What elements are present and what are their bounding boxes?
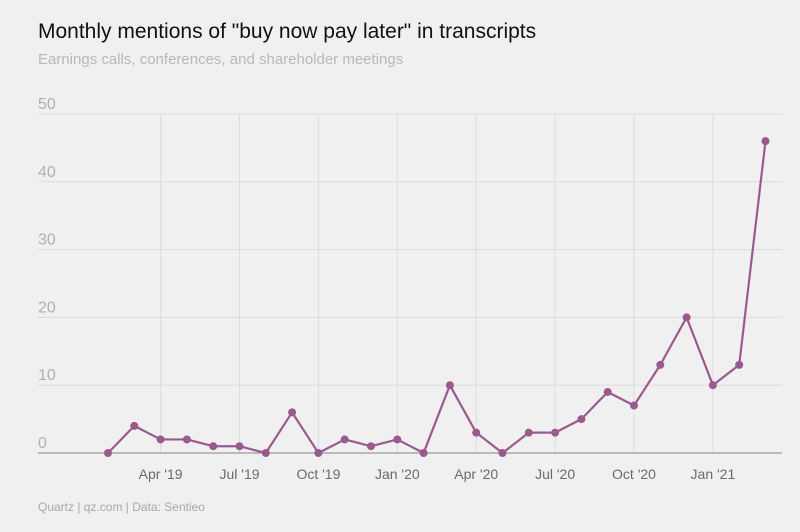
data-point: [182, 435, 191, 444]
y-tick-label: 0: [38, 435, 47, 452]
x-tick-label: Oct '19: [296, 466, 340, 482]
data-point: [130, 421, 139, 430]
data-point: [630, 401, 638, 410]
y-tick-label: 40: [38, 164, 56, 181]
series-line: [107, 140, 767, 455]
x-tick-label: Apr '19: [139, 466, 183, 482]
data-point: [340, 435, 349, 444]
x-tick-label: Jul '19: [219, 466, 259, 482]
data-point: [235, 442, 244, 451]
data-point: [261, 449, 270, 457]
data-point: [104, 449, 112, 457]
x-tick-label: Oct '20: [612, 466, 656, 482]
data-point: [393, 435, 402, 444]
data-point: [603, 387, 612, 396]
x-tick-label: Apr '20: [454, 466, 498, 482]
series: [104, 137, 770, 457]
data-point: [156, 435, 165, 444]
data-point: [419, 449, 428, 457]
data-point: [445, 381, 454, 390]
data-point: [656, 360, 665, 369]
chart-subtitle: Earnings calls, conferences, and shareho…: [38, 51, 404, 68]
y-tick-label: 30: [38, 232, 56, 249]
grid-lines: [38, 113, 782, 453]
source-credit: Quartz | qz.com | Data: Sentieo: [38, 500, 205, 514]
data-point: [577, 415, 586, 424]
data-point: [551, 428, 560, 437]
x-tick-label: Jul '20: [535, 466, 575, 482]
data-point: [708, 381, 717, 390]
data-point: [367, 442, 375, 451]
chart-title: Monthly mentions of "buy now pay later" …: [38, 20, 537, 43]
data-point: [498, 449, 507, 457]
x-tick-label: Jan '20: [375, 466, 420, 482]
y-tick-label: 20: [38, 299, 56, 316]
tick-labels: 0 10 20 30 40 50 Apr '19 Jul '19 Oct '19 Jan '20 A…: [38, 96, 735, 482]
data-point: [209, 442, 218, 451]
data-point: [288, 408, 297, 417]
y-tick-label: 10: [38, 367, 56, 384]
data-point: [735, 360, 744, 369]
y-tick-label: 50: [38, 96, 56, 113]
data-point: [524, 428, 533, 437]
data-point: [761, 137, 770, 146]
data-point: [472, 428, 481, 437]
data-point: [314, 449, 323, 457]
data-point: [682, 313, 691, 322]
x-tick-label: Jan '21: [691, 466, 736, 482]
